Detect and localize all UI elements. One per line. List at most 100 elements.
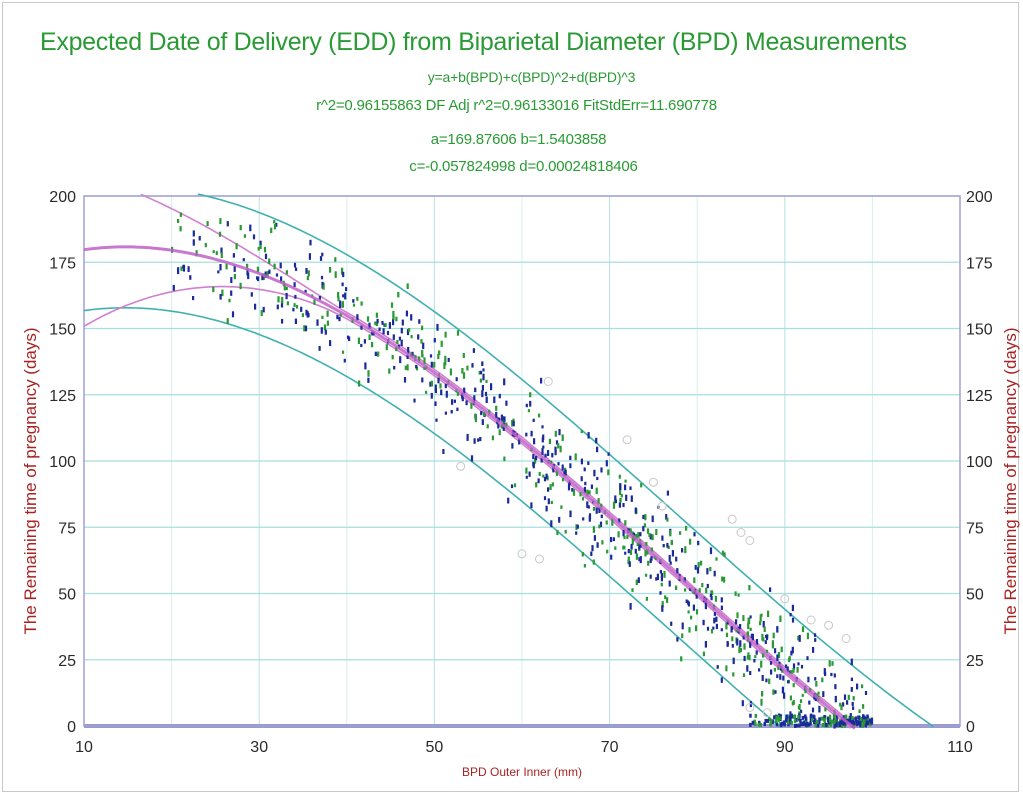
data-point bbox=[366, 316, 370, 322]
data-point bbox=[611, 518, 614, 526]
data-point bbox=[581, 497, 585, 501]
outlier-point bbox=[762, 708, 772, 718]
data-point bbox=[809, 713, 813, 718]
data-point bbox=[246, 263, 249, 269]
data-point bbox=[538, 471, 541, 476]
data-point bbox=[540, 457, 543, 463]
data-point bbox=[792, 663, 796, 670]
confidence-band-lower bbox=[83, 285, 851, 729]
data-point bbox=[529, 400, 532, 407]
data-point bbox=[716, 665, 719, 669]
data-point bbox=[851, 719, 854, 724]
data-point bbox=[790, 720, 793, 725]
data-point bbox=[820, 716, 824, 721]
data-point bbox=[852, 706, 855, 710]
data-point bbox=[834, 684, 837, 690]
y2-tick-label: 150 bbox=[966, 322, 993, 339]
data-point bbox=[352, 299, 355, 303]
data-point bbox=[645, 573, 648, 577]
data-point bbox=[283, 283, 286, 291]
data-point bbox=[276, 304, 279, 310]
data-point bbox=[779, 615, 782, 622]
data-point bbox=[738, 646, 741, 654]
data-point bbox=[375, 312, 378, 318]
data-point bbox=[660, 573, 663, 578]
data-point bbox=[512, 420, 515, 427]
data-point bbox=[706, 626, 710, 631]
data-point bbox=[847, 694, 850, 700]
data-point bbox=[628, 561, 631, 567]
data-point bbox=[730, 626, 733, 633]
data-point bbox=[480, 411, 483, 416]
outlier-point bbox=[841, 634, 851, 643]
data-point bbox=[651, 534, 654, 541]
data-point bbox=[525, 403, 528, 408]
data-point bbox=[639, 542, 642, 548]
data-point bbox=[277, 296, 280, 303]
data-point bbox=[505, 422, 508, 428]
data-point bbox=[804, 714, 807, 719]
data-point bbox=[530, 502, 533, 509]
data-point bbox=[421, 377, 424, 383]
data-point bbox=[593, 535, 596, 541]
data-point bbox=[451, 399, 454, 405]
data-point bbox=[473, 395, 476, 401]
data-point bbox=[760, 613, 763, 617]
data-point bbox=[485, 379, 488, 383]
data-point bbox=[502, 427, 505, 431]
data-point bbox=[737, 593, 740, 597]
data-point bbox=[263, 246, 267, 253]
data-point bbox=[646, 528, 650, 534]
data-point bbox=[561, 464, 564, 471]
data-point bbox=[510, 484, 514, 489]
data-point bbox=[490, 383, 493, 391]
data-point bbox=[481, 361, 484, 366]
data-point bbox=[846, 700, 849, 705]
data-point bbox=[749, 615, 752, 619]
data-point bbox=[723, 552, 726, 557]
data-point bbox=[192, 296, 195, 301]
data-point bbox=[808, 700, 811, 705]
data-point bbox=[235, 243, 238, 250]
tick-labels: 10 30 50 70 90 110 0 0 25 25 50 50 75 75 100 100 125 125 1… bbox=[49, 189, 993, 756]
data-point bbox=[659, 591, 662, 595]
data-point bbox=[697, 540, 700, 546]
data-point bbox=[571, 488, 574, 492]
data-point bbox=[403, 377, 407, 383]
data-point bbox=[692, 590, 695, 594]
data-point bbox=[392, 310, 395, 318]
outlier-point bbox=[745, 703, 755, 712]
data-point bbox=[329, 267, 332, 273]
data-point bbox=[247, 272, 250, 280]
data-point bbox=[706, 583, 709, 589]
data-point bbox=[612, 537, 615, 542]
data-point bbox=[461, 393, 464, 399]
data-point bbox=[664, 595, 667, 600]
data-point bbox=[382, 328, 385, 335]
data-point bbox=[789, 718, 792, 723]
data-point bbox=[400, 327, 403, 334]
data-point bbox=[782, 675, 785, 681]
fit-coefficients-cd: c=-0.057824998 d=0.00024818406 bbox=[409, 158, 638, 175]
data-point bbox=[759, 621, 762, 626]
data-point bbox=[828, 660, 831, 667]
data-point bbox=[503, 378, 506, 386]
data-point bbox=[218, 231, 222, 237]
data-point bbox=[437, 378, 440, 384]
data-point bbox=[870, 717, 874, 722]
data-point bbox=[538, 413, 541, 418]
data-point bbox=[550, 460, 553, 465]
data-point bbox=[220, 252, 223, 258]
data-point bbox=[301, 313, 304, 318]
data-point bbox=[495, 411, 498, 419]
data-point bbox=[518, 438, 521, 445]
data-point bbox=[614, 495, 617, 501]
data-point bbox=[694, 564, 697, 570]
data-point bbox=[547, 487, 550, 492]
data-point bbox=[741, 700, 744, 707]
data-point bbox=[827, 716, 830, 722]
data-point bbox=[605, 460, 608, 467]
data-point bbox=[316, 319, 319, 326]
data-point bbox=[689, 538, 692, 545]
data-point bbox=[626, 535, 629, 539]
